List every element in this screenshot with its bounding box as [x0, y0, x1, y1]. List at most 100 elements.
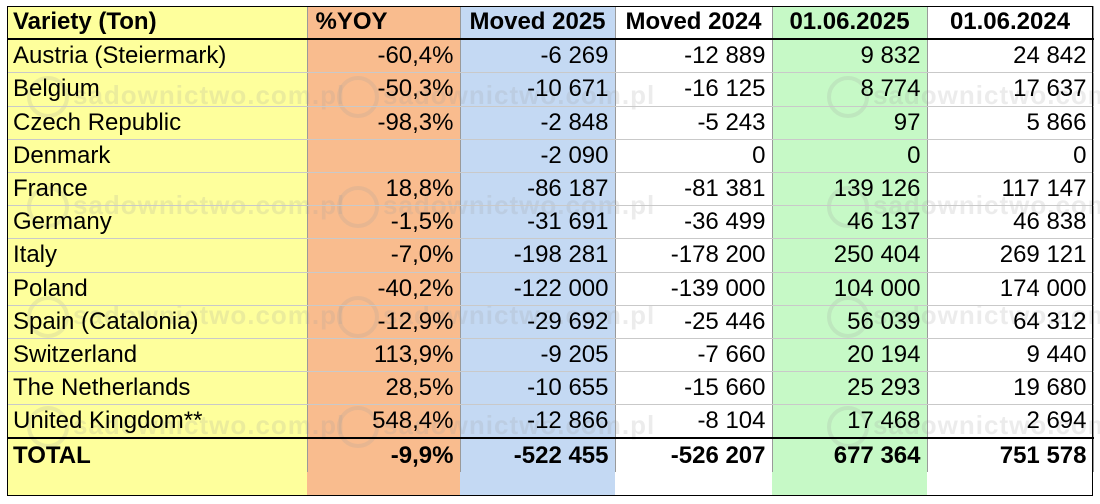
stock-2024-cell: 5 866 — [927, 106, 1094, 140]
yoy-cell — [307, 139, 461, 173]
data-table-container: sadownictwo.com.pl sadownictwo.com.pl sa… — [7, 6, 1100, 496]
moved-2024-cell: -7 660 — [615, 338, 773, 373]
table-row: Germany -1,5% -31 691 -36 499 46 137 46 … — [7, 205, 1094, 240]
header-moved-2024: Moved 2024 — [615, 6, 773, 41]
stock-2025-cell: 8 774 — [772, 72, 928, 107]
yoy-cell: 18,8% — [307, 172, 461, 207]
total-stock-2024: 751 578 — [927, 437, 1094, 473]
moved-2025-cell: -198 281 — [460, 238, 616, 273]
stock-2025-cell: 20 194 — [772, 338, 928, 373]
moved-2024-cell: -12 889 — [615, 39, 773, 74]
country-cell: Denmark — [7, 139, 308, 173]
moved-2024-cell: -178 200 — [615, 238, 773, 273]
yoy-cell: 28,5% — [307, 371, 461, 406]
country-cell: Switzerland — [7, 338, 308, 373]
header-date-2025: 01.06.2025 — [772, 6, 928, 41]
table-row: France 18,8% -86 187 -81 381 139 126 117… — [7, 172, 1094, 207]
stock-2024-cell: 269 121 — [927, 238, 1094, 273]
table-row: Denmark -2 090 0 0 0 — [7, 139, 1094, 173]
moved-2025-cell: -12 866 — [460, 404, 616, 440]
stock-2025-cell: 97 — [772, 106, 928, 140]
stock-2025-cell: 25 293 — [772, 371, 928, 406]
stock-2024-cell: 174 000 — [927, 272, 1094, 306]
stock-2024-cell: 64 312 — [927, 305, 1094, 339]
stock-2025-cell: 9 832 — [772, 39, 928, 74]
yoy-cell: -12,9% — [307, 305, 461, 339]
header-date-2024: 01.06.2024 — [927, 6, 1094, 41]
yoy-cell: -50,3% — [307, 72, 461, 107]
moved-2024-cell: -139 000 — [615, 272, 773, 306]
moved-2025-cell: -2 848 — [460, 106, 616, 140]
total-moved-2025: -522 455 — [460, 437, 616, 473]
stock-2025-cell: 139 126 — [772, 172, 928, 207]
header-row: Variety (Ton) %YOY Moved 2025 Moved 2024… — [7, 6, 1094, 41]
table-row: Italy -7,0% -198 281 -178 200 250 404 26… — [7, 238, 1094, 273]
total-moved-2024: -526 207 — [615, 437, 773, 473]
country-cell: The Netherlands — [7, 371, 308, 406]
stock-2024-cell: 19 680 — [927, 371, 1094, 406]
yoy-cell: 548,4% — [307, 404, 461, 440]
stock-2025-cell: 104 000 — [772, 272, 928, 306]
total-row: TOTAL -9,9% -522 455 -526 207 677 364 75… — [7, 437, 1094, 473]
moved-2025-cell: -10 671 — [460, 72, 616, 107]
country-cell: Austria (Steiermark) — [7, 39, 308, 74]
moved-2024-cell: -16 125 — [615, 72, 773, 107]
total-stock-2025: 677 364 — [772, 437, 928, 473]
moved-2024-cell: -5 243 — [615, 106, 773, 140]
total-yoy: -9,9% — [307, 437, 461, 473]
stock-2025-cell: 0 — [772, 139, 928, 173]
country-cell: Belgium — [7, 72, 308, 107]
moved-2025-cell: -122 000 — [460, 272, 616, 306]
stock-2024-cell: 117 147 — [927, 172, 1094, 207]
moved-2024-cell: -15 660 — [615, 371, 773, 406]
moved-2024-cell: -81 381 — [615, 172, 773, 207]
stock-2025-cell: 17 468 — [772, 404, 928, 440]
moved-2024-cell: 0 — [615, 139, 773, 173]
stock-2025-cell: 46 137 — [772, 205, 928, 240]
yoy-cell: -40,2% — [307, 272, 461, 306]
moved-2025-cell: -2 090 — [460, 139, 616, 173]
moved-2024-cell: -36 499 — [615, 205, 773, 240]
moved-2025-cell: -86 187 — [460, 172, 616, 207]
header-moved-2025: Moved 2025 — [460, 6, 616, 41]
stock-2025-cell: 56 039 — [772, 305, 928, 339]
yoy-cell: -1,5% — [307, 205, 461, 240]
table-row: Switzerland 113,9% -9 205 -7 660 20 194 … — [7, 338, 1094, 373]
moved-2025-cell: -10 655 — [460, 371, 616, 406]
yoy-cell: 113,9% — [307, 338, 461, 373]
table-row: Czech Republic -98,3% -2 848 -5 243 97 5… — [7, 106, 1094, 140]
stock-2024-cell: 2 694 — [927, 404, 1094, 440]
yoy-cell: -60,4% — [307, 39, 461, 74]
moved-2025-cell: -9 205 — [460, 338, 616, 373]
moved-2025-cell: -6 269 — [460, 39, 616, 74]
country-cell: France — [7, 172, 308, 207]
stock-2024-cell: 9 440 — [927, 338, 1094, 373]
moved-2025-cell: -29 692 — [460, 305, 616, 339]
country-cell: Poland — [7, 272, 308, 306]
table-row: United Kingdom** 548,4% -12 866 -8 104 1… — [7, 404, 1094, 440]
table-row: Belgium -50,3% -10 671 -16 125 8 774 17 … — [7, 72, 1094, 107]
stock-2024-cell: 17 637 — [927, 72, 1094, 107]
header-yoy: %YOY — [307, 6, 461, 41]
stock-2025-cell: 250 404 — [772, 238, 928, 273]
country-cell: Germany — [7, 205, 308, 240]
total-label: TOTAL — [7, 437, 308, 473]
country-cell: United Kingdom** — [7, 404, 308, 440]
moved-2024-cell: -25 446 — [615, 305, 773, 339]
stock-2024-cell: 24 842 — [927, 39, 1094, 74]
stock-2024-cell: 46 838 — [927, 205, 1094, 240]
table-row: Spain (Catalonia) -12,9% -29 692 -25 446… — [7, 305, 1094, 339]
country-cell: Czech Republic — [7, 106, 308, 140]
stock-2024-cell: 0 — [927, 139, 1094, 173]
country-cell: Italy — [7, 238, 308, 273]
header-variety: Variety (Ton) — [7, 6, 308, 41]
yoy-cell: -98,3% — [307, 106, 461, 140]
moved-2025-cell: -31 691 — [460, 205, 616, 240]
stocks-table: Variety (Ton) %YOY Moved 2025 Moved 2024… — [7, 6, 1094, 473]
moved-2024-cell: -8 104 — [615, 404, 773, 440]
country-cell: Spain (Catalonia) — [7, 305, 308, 339]
table-row: The Netherlands 28,5% -10 655 -15 660 25… — [7, 371, 1094, 406]
table-row: Poland -40,2% -122 000 -139 000 104 000 … — [7, 272, 1094, 306]
table-row: Austria (Steiermark) -60,4% -6 269 -12 8… — [7, 39, 1094, 74]
yoy-cell: -7,0% — [307, 238, 461, 273]
